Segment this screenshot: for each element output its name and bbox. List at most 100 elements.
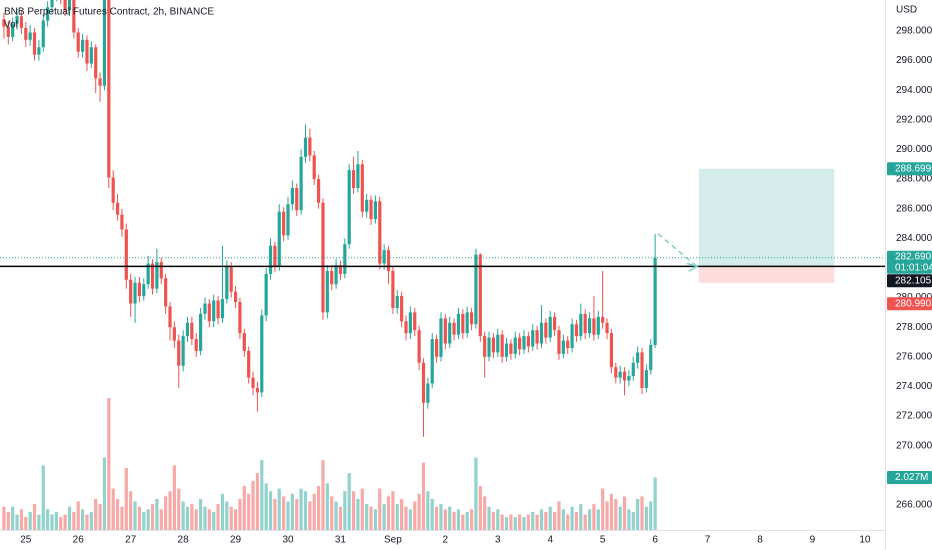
volume-bar xyxy=(89,511,93,530)
volume-bar xyxy=(544,511,548,530)
candle-body xyxy=(382,250,386,264)
candle-body xyxy=(255,387,260,393)
volume-bar xyxy=(421,462,426,530)
volume-bar xyxy=(570,506,574,530)
candle-body xyxy=(268,245,273,274)
candle-body xyxy=(238,302,242,334)
volume-bar xyxy=(561,509,565,530)
volume-bar xyxy=(194,509,198,530)
candle-body xyxy=(601,316,605,323)
candle-body xyxy=(98,78,102,86)
volume-bar xyxy=(465,511,469,530)
candle-body xyxy=(72,0,76,33)
volume-bar xyxy=(413,501,417,530)
volume-bar xyxy=(268,491,273,530)
x-tick-label: 26 xyxy=(73,535,85,546)
volume-bar xyxy=(478,486,482,530)
volume-bar xyxy=(587,509,592,530)
candle-body xyxy=(220,299,225,319)
volume-bar xyxy=(172,465,176,530)
volume-bar xyxy=(50,514,54,530)
volume-bar xyxy=(583,514,587,530)
plot-area xyxy=(0,0,885,530)
candle-body xyxy=(50,0,54,8)
candle-body xyxy=(94,47,98,79)
candle-body xyxy=(622,371,627,381)
volume-bar xyxy=(526,514,530,530)
volume-bar xyxy=(452,511,456,530)
volume-bar xyxy=(124,467,128,530)
candle-body xyxy=(360,164,364,212)
volume-bar xyxy=(487,506,491,530)
volume-bar xyxy=(373,509,378,530)
candle-body xyxy=(579,313,583,337)
candle-body xyxy=(496,334,500,353)
volume-bar xyxy=(229,506,233,530)
volume-bar xyxy=(212,511,216,530)
candle-body xyxy=(177,340,181,366)
volume-bar xyxy=(317,486,321,530)
candle-body xyxy=(155,262,159,289)
volume-bar xyxy=(426,491,430,530)
volume-bar xyxy=(2,506,6,530)
candle-body xyxy=(264,273,268,316)
candle-body xyxy=(247,350,251,378)
volume-bar xyxy=(518,514,522,530)
x-tick-label: 30 xyxy=(282,535,294,546)
volume-bar xyxy=(360,488,364,530)
volume-bar xyxy=(264,483,268,530)
candle-body xyxy=(408,312,412,334)
candle-body xyxy=(504,343,509,357)
candle-body xyxy=(351,170,356,188)
candle-body xyxy=(190,322,194,340)
volume-bar xyxy=(41,465,45,530)
volume-bar xyxy=(631,511,635,530)
volume-bar xyxy=(299,488,303,530)
candle-body xyxy=(557,330,561,354)
volume-bar xyxy=(233,509,238,530)
volume-bar xyxy=(37,514,41,530)
volume-bar xyxy=(653,477,657,530)
candle-body xyxy=(566,340,570,348)
candle-body xyxy=(199,313,203,351)
candle-body xyxy=(421,362,426,403)
candle-body xyxy=(631,362,635,377)
candle-body xyxy=(561,340,565,354)
candle-body xyxy=(225,266,229,300)
candle-body xyxy=(483,336,487,357)
candle-body xyxy=(373,201,378,220)
y-tick-label: 292.000 xyxy=(896,114,932,125)
volume-bar xyxy=(282,496,286,530)
volume-bar xyxy=(369,506,373,530)
volume-bar xyxy=(400,498,404,530)
volume-bar xyxy=(386,496,391,530)
volume-bar xyxy=(290,493,294,530)
candle-body xyxy=(404,321,408,334)
volume-bar xyxy=(164,496,168,530)
volume-bar xyxy=(28,511,32,530)
candle-body xyxy=(295,187,299,211)
x-tick-label: 9 xyxy=(810,535,816,546)
x-tick-label: 6 xyxy=(652,535,658,546)
volume-bar xyxy=(11,506,15,530)
candle-body xyxy=(465,312,469,334)
x-tick-label: 7 xyxy=(705,535,711,546)
candle-body xyxy=(369,199,373,220)
candle-body xyxy=(203,303,207,314)
candle-body xyxy=(544,322,548,338)
volume-bar xyxy=(32,504,37,530)
candle-body xyxy=(2,19,6,27)
candle-body xyxy=(81,39,85,52)
volume-bar xyxy=(640,496,644,530)
candle-body xyxy=(531,330,535,347)
candle-body xyxy=(587,318,592,334)
volume-bar xyxy=(548,506,552,530)
candle-body xyxy=(347,170,351,245)
volume-bar xyxy=(203,506,207,530)
volume-bar xyxy=(456,509,461,530)
candle-body xyxy=(251,377,255,388)
candle-body xyxy=(343,244,347,274)
candle-body xyxy=(378,201,382,264)
candle-body xyxy=(6,26,10,37)
candle-body xyxy=(137,282,142,297)
